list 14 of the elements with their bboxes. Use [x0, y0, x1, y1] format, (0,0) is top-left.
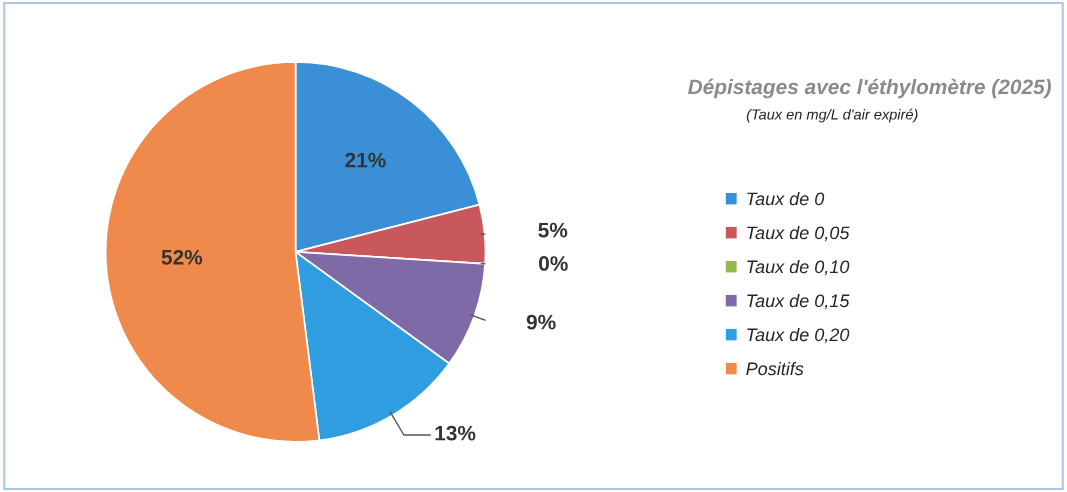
data-label: 21% [345, 152, 386, 168]
legend-label: Taux de 0,10 [747, 259, 850, 276]
data-label: 13% [435, 425, 476, 441]
legend-label: Taux de 0 [747, 191, 825, 206]
data-label: 5% [538, 222, 568, 238]
data-label: 52% [161, 249, 203, 265]
legend-label: Taux de 0,05 [747, 225, 850, 242]
legend-label: Taux de 0,15 [747, 293, 850, 310]
text: 0% [539, 256, 568, 271]
legend-label: Positifs [746, 361, 804, 376]
data-label: 9% [526, 314, 556, 330]
legend-label: Taux de 0,20 [747, 327, 850, 344]
text: Dépistages avec l'éthylomètre (2025) [688, 78, 1051, 99]
text: (Taux en mg/L d'air expiré) [746, 108, 918, 123]
